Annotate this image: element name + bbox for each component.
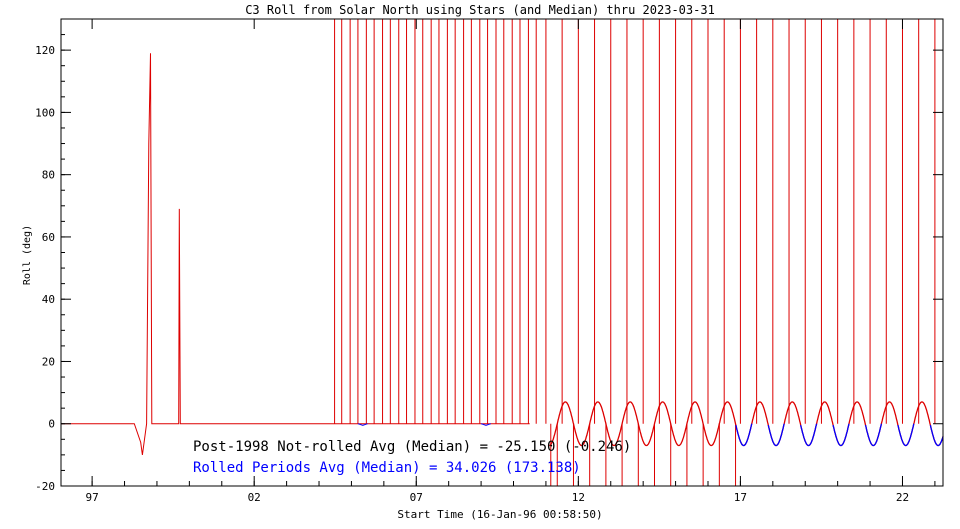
- series-line: [480, 423, 491, 426]
- plot-frame: [60, 18, 944, 487]
- series-line: [357, 423, 368, 426]
- x-tick-label: 97: [85, 491, 98, 504]
- y-tick-label: 120: [35, 44, 55, 57]
- annotation-rolled: Rolled Periods Avg (Median) = 34.026 (17…: [193, 460, 581, 476]
- series-sinusoid: [735, 423, 944, 447]
- x-axis-label: Start Time (16-Jan-96 00:58:50): [397, 508, 602, 521]
- y-tick-label: 20: [42, 355, 55, 368]
- x-tick-label: 22: [896, 491, 909, 504]
- y-tick-label: -20: [35, 480, 55, 493]
- chart-title: C3 Roll from Solar North using Stars (an…: [245, 3, 715, 17]
- y-tick-label: 60: [42, 231, 55, 244]
- series-line: [61, 53, 530, 455]
- y-tick-label: 40: [42, 293, 55, 306]
- plot-area: [61, 19, 944, 486]
- y-tick-label: 100: [35, 106, 55, 119]
- annotation-not-rolled: Post-1998 Not-rolled Avg (Median) = -25.…: [193, 439, 631, 455]
- axes: -20 0 20 40 60 80 100 120 97 02 07 12 17 22: [35, 18, 943, 504]
- x-tick-label: 17: [734, 491, 747, 504]
- y-axis-label: Roll (deg): [22, 225, 33, 285]
- y-tick-label: 80: [42, 169, 55, 182]
- x-tick-label: 07: [410, 491, 423, 504]
- x-tick-label: 02: [248, 491, 261, 504]
- x-tick-label: 12: [572, 491, 585, 504]
- y-tick-label: 0: [48, 418, 55, 431]
